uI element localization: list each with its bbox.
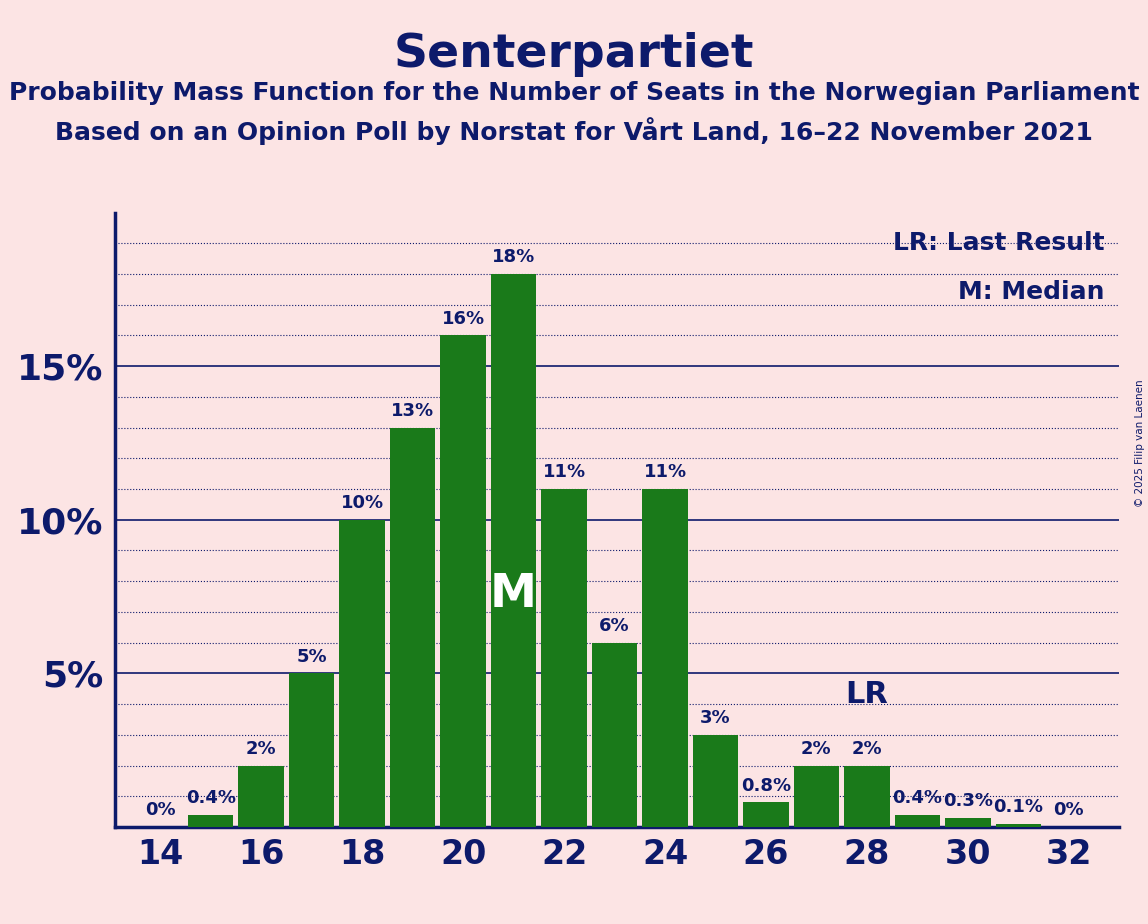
Text: Senterpartiet: Senterpartiet [394, 32, 754, 78]
Text: Probability Mass Function for the Number of Seats in the Norwegian Parliament: Probability Mass Function for the Number… [9, 81, 1139, 105]
Bar [692, 735, 738, 827]
Text: 0.4%: 0.4% [186, 789, 235, 807]
Text: 16%: 16% [442, 310, 484, 328]
Bar [239, 765, 284, 827]
Bar [894, 815, 940, 827]
Text: 18%: 18% [492, 249, 535, 266]
Text: 6%: 6% [599, 617, 630, 635]
Bar [592, 643, 637, 827]
Bar [491, 274, 536, 827]
Text: 0.8%: 0.8% [740, 777, 791, 795]
Bar [995, 824, 1041, 827]
Text: LR: LR [845, 680, 889, 710]
Bar [390, 428, 435, 827]
Text: 3%: 3% [700, 709, 731, 727]
Text: LR: Last Result: LR: Last Result [893, 231, 1104, 255]
Text: M: Median: M: Median [957, 280, 1104, 304]
Bar [844, 765, 890, 827]
Bar [441, 335, 486, 827]
Text: 2%: 2% [246, 740, 277, 758]
Text: 13%: 13% [391, 402, 434, 419]
Text: 10%: 10% [341, 494, 383, 512]
Text: 0%: 0% [145, 801, 176, 820]
Text: 11%: 11% [543, 463, 585, 481]
Text: M: M [490, 572, 537, 617]
Bar [188, 815, 233, 827]
Text: 5%: 5% [296, 648, 327, 665]
Text: 0.3%: 0.3% [943, 792, 993, 810]
Text: 0.1%: 0.1% [993, 798, 1044, 816]
Bar [642, 489, 688, 827]
Text: 0.4%: 0.4% [892, 789, 943, 807]
Bar [793, 765, 839, 827]
Bar [542, 489, 587, 827]
Bar [945, 818, 991, 827]
Text: Based on an Opinion Poll by Norstat for Vårt Land, 16–22 November 2021: Based on an Opinion Poll by Norstat for … [55, 117, 1093, 145]
Text: 11%: 11% [643, 463, 687, 481]
Bar [743, 802, 789, 827]
Bar [340, 519, 385, 827]
Bar [289, 674, 334, 827]
Text: © 2025 Filip van Laenen: © 2025 Filip van Laenen [1135, 380, 1145, 507]
Text: 2%: 2% [852, 740, 882, 758]
Text: 2%: 2% [801, 740, 832, 758]
Text: 0%: 0% [1054, 801, 1084, 820]
